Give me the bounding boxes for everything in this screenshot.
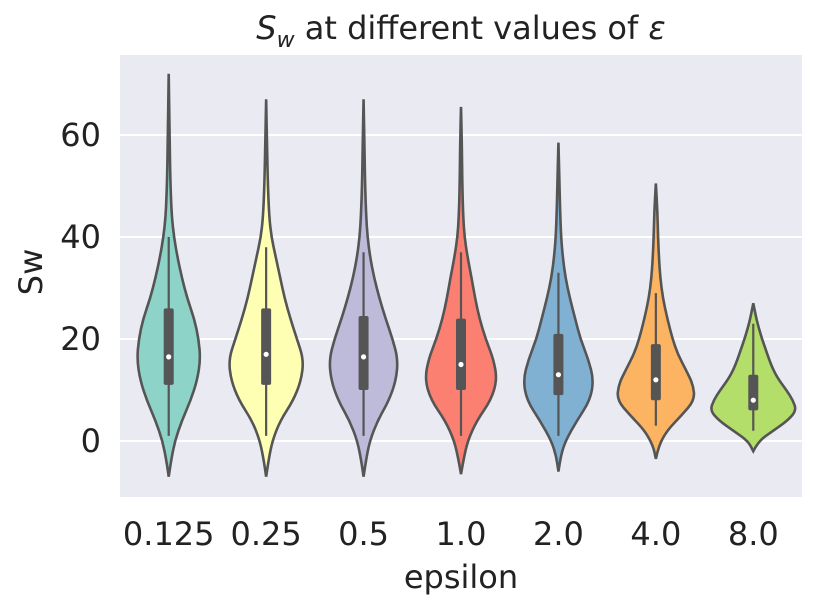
violin-iqr-box bbox=[553, 333, 564, 396]
violin-iqr-box bbox=[650, 344, 661, 401]
y-tick-label: 20 bbox=[60, 320, 101, 358]
x-tick-label: 4.0 bbox=[630, 515, 681, 553]
violin-iqr-box bbox=[261, 308, 272, 385]
x-tick-label: 1.0 bbox=[436, 515, 487, 553]
title-greek: ε bbox=[648, 9, 665, 47]
chart-title: Sw at different values of ε bbox=[256, 9, 665, 53]
x-tick-label: 2.0 bbox=[533, 515, 584, 553]
x-tick-label: 8.0 bbox=[728, 515, 779, 553]
x-tick-label: 0.125 bbox=[123, 515, 215, 553]
violin-median-dot bbox=[653, 377, 659, 383]
violin-group bbox=[424, 106, 498, 475]
violin-iqr-box bbox=[163, 308, 174, 385]
violin-iqr-box bbox=[456, 318, 466, 390]
violin-median-dot bbox=[263, 351, 269, 357]
violin-median-dot bbox=[360, 354, 367, 360]
violin-iqr-box bbox=[358, 316, 369, 390]
violin-median-dot bbox=[555, 372, 562, 378]
violin-group bbox=[228, 99, 305, 477]
x-tick-label: 0.5 bbox=[338, 515, 389, 553]
y-tick-label: 60 bbox=[60, 116, 101, 154]
title-symbol: S bbox=[256, 9, 276, 47]
violin-group bbox=[710, 303, 797, 455]
violin-group bbox=[522, 142, 594, 472]
title-subscript: w bbox=[277, 28, 296, 53]
violin-group bbox=[328, 99, 399, 477]
x-tick-labels: 0.125 0.25 0.5 1.0 2.0 4.0 8.0 bbox=[123, 515, 779, 553]
violin-iqr-box bbox=[748, 374, 759, 411]
x-axis-label: epsilon bbox=[404, 558, 518, 596]
violin-group bbox=[136, 73, 202, 477]
violin-median-dot bbox=[166, 354, 172, 360]
y-tick-label: 40 bbox=[60, 218, 101, 256]
violins bbox=[136, 73, 797, 477]
y-axis-label: Sw bbox=[12, 249, 50, 295]
violin-median-dot bbox=[750, 397, 756, 403]
x-tick-label: 0.25 bbox=[231, 515, 302, 553]
title-middle: at different values of bbox=[295, 9, 649, 47]
y-tick-labels: 0 20 40 60 bbox=[60, 116, 101, 460]
violin-median-dot bbox=[458, 361, 464, 368]
violin-group bbox=[616, 183, 696, 460]
y-tick-label: 0 bbox=[81, 422, 101, 460]
